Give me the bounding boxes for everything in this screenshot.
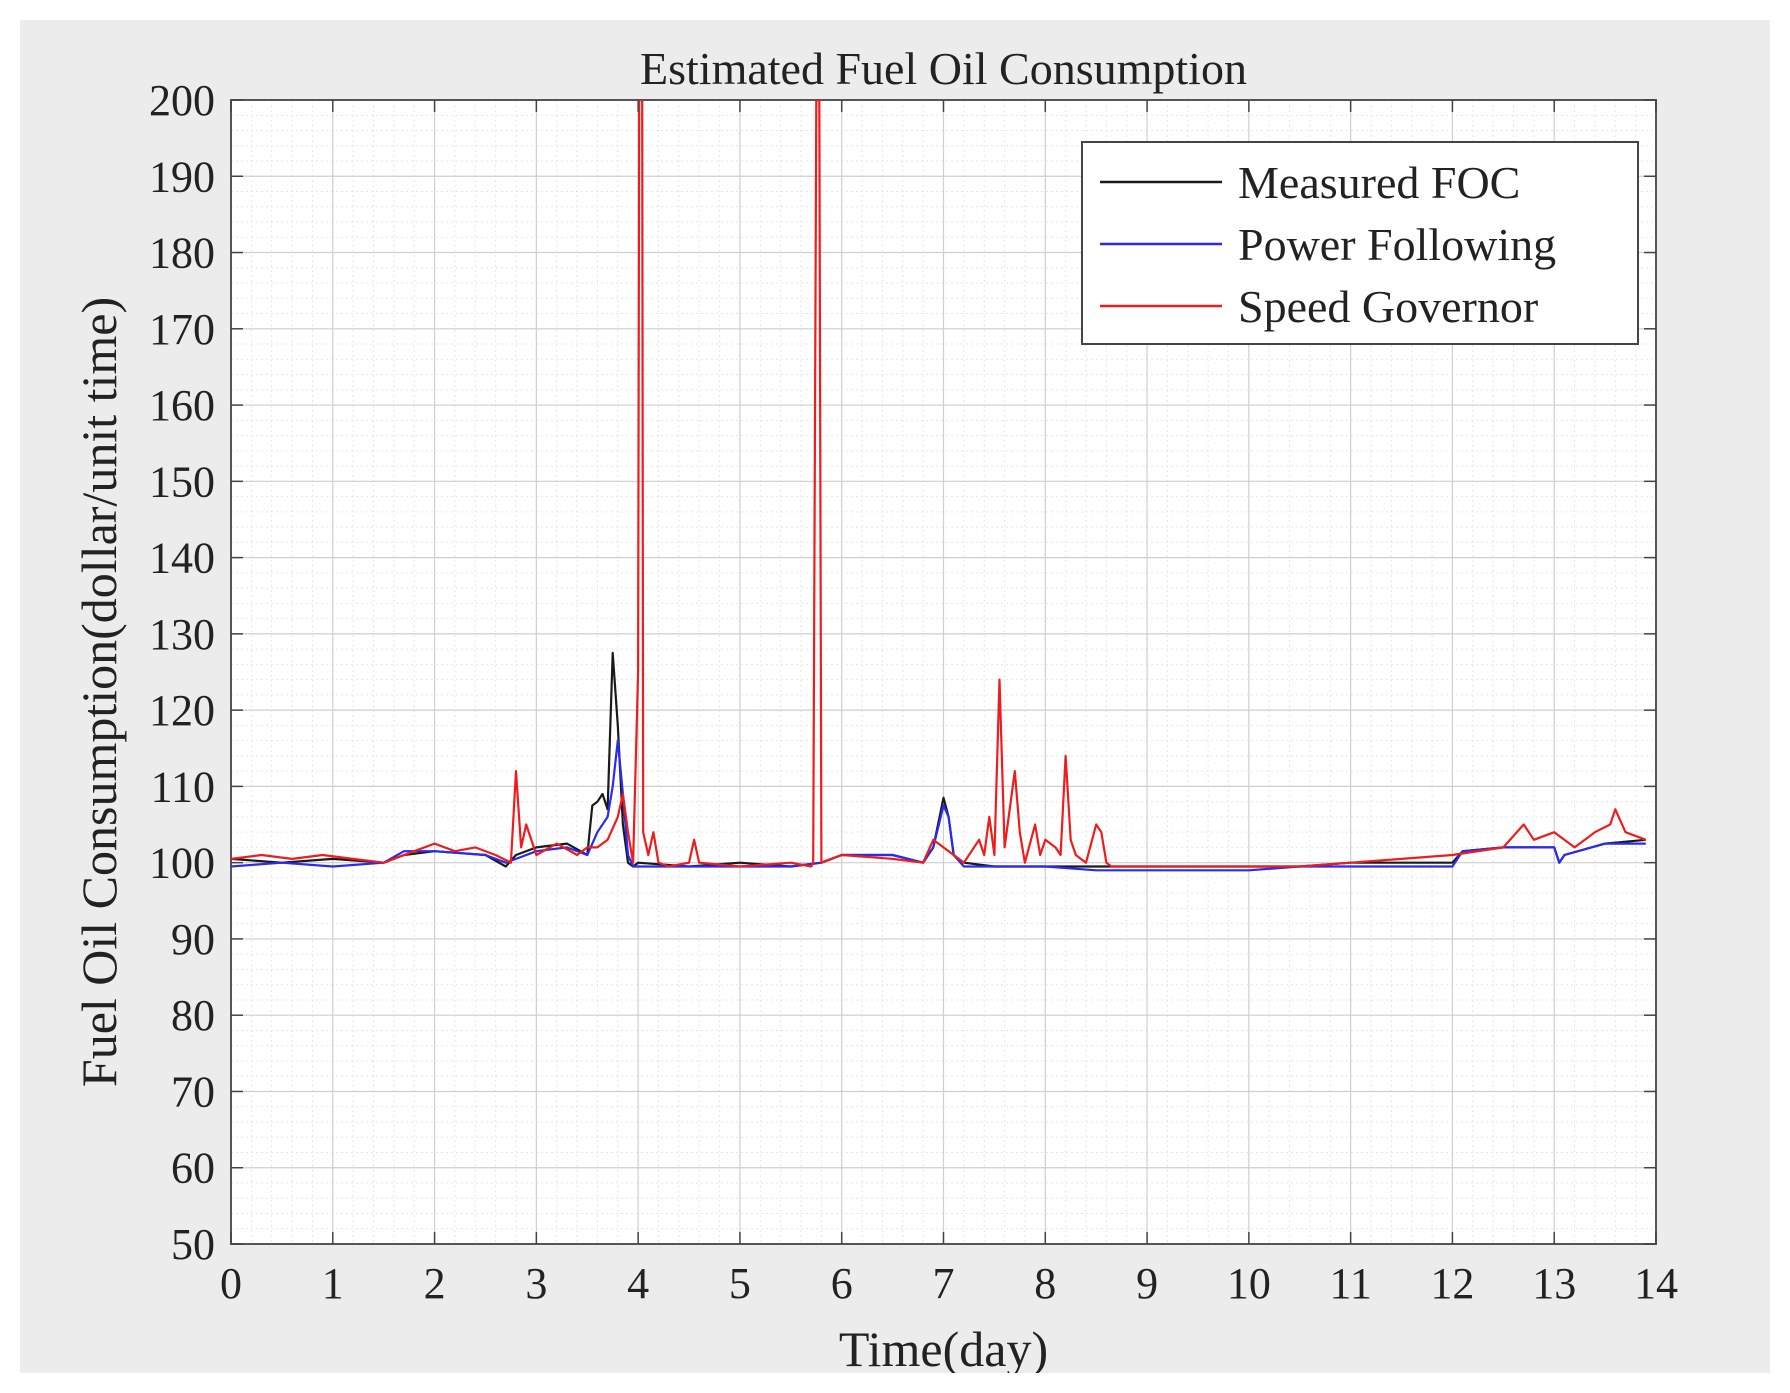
y-tick-label: 80 bbox=[171, 991, 215, 1040]
x-tick-label: 4 bbox=[627, 1259, 649, 1308]
x-tick-label: 7 bbox=[933, 1259, 955, 1308]
y-tick-label: 140 bbox=[149, 534, 215, 583]
x-tick-label: 14 bbox=[1634, 1259, 1678, 1308]
chart-title: Estimated Fuel Oil Consumption bbox=[640, 43, 1247, 94]
y-tick-label: 100 bbox=[149, 839, 215, 888]
y-tick-label: 200 bbox=[149, 76, 215, 125]
x-tick-label: 10 bbox=[1227, 1259, 1271, 1308]
x-tick-label: 3 bbox=[525, 1259, 547, 1308]
x-tick-label: 1 bbox=[322, 1259, 344, 1308]
x-tick-label: 11 bbox=[1329, 1259, 1371, 1308]
y-tick-label: 150 bbox=[149, 457, 215, 506]
legend: Measured FOC Power Following Speed Gover… bbox=[1081, 141, 1639, 345]
legend-label-measured-foc: Measured FOC bbox=[1238, 157, 1520, 208]
series-layer bbox=[231, 100, 1647, 872]
x-tick-label: 2 bbox=[424, 1259, 446, 1308]
y-tick-label: 180 bbox=[149, 229, 215, 278]
x-tick-label: 0 bbox=[220, 1259, 242, 1308]
x-tick-label: 5 bbox=[729, 1259, 751, 1308]
y-tick-label: 60 bbox=[171, 1144, 215, 1193]
y-axis-label: Fuel Oil Consumption(dollar/unit time) bbox=[71, 297, 127, 1087]
legend-label-speed-governor: Speed Governor bbox=[1238, 281, 1538, 332]
x-axis-label: Time(day) bbox=[839, 1321, 1048, 1373]
x-tick-labels: 0 1 2 3 4 5 6 7 8 9 10 11 12 13 14 bbox=[220, 100, 1678, 1308]
y-tick-label: 190 bbox=[149, 152, 215, 201]
y-tick-label: 160 bbox=[149, 381, 215, 430]
y-tick-label: 130 bbox=[149, 610, 215, 659]
y-tick-label: 110 bbox=[151, 762, 215, 811]
y-tick-label: 90 bbox=[171, 915, 215, 964]
fuel-consumption-chart: 0 1 2 3 4 5 6 7 8 9 10 11 12 13 14 5060708090100110120… bbox=[71, 43, 1678, 1373]
x-tick-label: 8 bbox=[1034, 1259, 1056, 1308]
y-tick-label: 120 bbox=[149, 686, 215, 735]
x-tick-label: 9 bbox=[1136, 1259, 1158, 1308]
x-tick-label: 6 bbox=[831, 1259, 853, 1308]
y-tick-label: 170 bbox=[149, 305, 215, 354]
figure-background: 0 1 2 3 4 5 6 7 8 9 10 11 12 13 14 50 60 70 80 90 100 110 120… bbox=[20, 20, 1770, 1373]
x-tick-label: 13 bbox=[1532, 1259, 1576, 1308]
y-tick-labels: 50 60 70 80 90 100 110 120 130 140 150 160 170 180 190… bbox=[149, 76, 1656, 1269]
y-tick-label: 50 bbox=[171, 1220, 215, 1269]
x-tick-label: 12 bbox=[1430, 1259, 1474, 1308]
series-line-speed-governor bbox=[231, 100, 1647, 868]
legend-label-power-following: Power Following bbox=[1238, 219, 1556, 270]
y-tick-label: 70 bbox=[171, 1067, 215, 1116]
